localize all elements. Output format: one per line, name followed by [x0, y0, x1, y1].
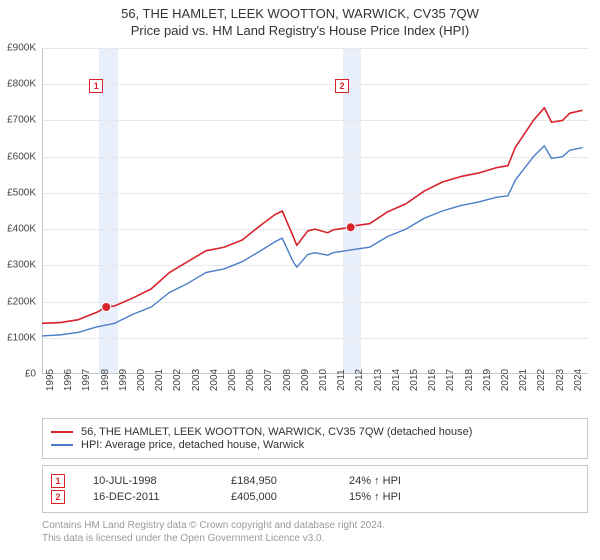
x-tick-label: 2022	[536, 369, 547, 391]
transaction-dot	[346, 223, 355, 232]
transaction-dot	[102, 303, 111, 312]
transaction-marker-icon: 2	[335, 79, 349, 93]
x-tick-label: 2001	[154, 369, 165, 391]
legend-box: 56, THE HAMLET, LEEK WOOTTON, WARWICK, C…	[42, 418, 588, 459]
chart-subtitle: Price paid vs. HM Land Registry's House …	[0, 23, 600, 38]
y-tick-label: £200K	[0, 296, 36, 307]
legend-label: HPI: Average price, detached house, Warw…	[81, 439, 304, 451]
y-tick-label: £800K	[0, 79, 36, 90]
transaction-marker-icon: 1	[89, 79, 103, 93]
transaction-hpi: 15% ↑ HPI	[349, 491, 449, 503]
x-tick-label: 1997	[81, 369, 92, 391]
transactions-table: 1 10-JUL-1998 £184,950 24% ↑ HPI 2 16-DE…	[42, 465, 588, 513]
attribution-line: This data is licensed under the Open Gov…	[42, 532, 588, 545]
series-line	[42, 108, 583, 324]
series-line	[42, 146, 583, 336]
x-tick-label: 2021	[518, 369, 529, 391]
chart-plot-area: £0£100K£200K£300K£400K£500K£600K£700K£80…	[42, 48, 588, 374]
chart-title: 56, THE HAMLET, LEEK WOOTTON, WARWICK, C…	[0, 6, 600, 21]
x-tick-label: 2019	[482, 369, 493, 391]
x-tick-label: 2012	[354, 369, 365, 391]
y-tick-label: £700K	[0, 115, 36, 126]
y-tick-label: £900K	[0, 43, 36, 54]
transaction-hpi: 24% ↑ HPI	[349, 475, 449, 487]
x-tick-label: 2006	[245, 369, 256, 391]
x-tick-label: 2004	[209, 369, 220, 391]
transaction-date: 16-DEC-2011	[93, 491, 203, 503]
table-row: 1 10-JUL-1998 £184,950 24% ↑ HPI	[51, 474, 579, 488]
x-tick-label: 2016	[427, 369, 438, 391]
x-tick-label: 2018	[464, 369, 475, 391]
table-row: 2 16-DEC-2011 £405,000 15% ↑ HPI	[51, 490, 579, 504]
x-tick-label: 1996	[63, 369, 74, 391]
x-tick-label: 2000	[136, 369, 147, 391]
transaction-date: 10-JUL-1998	[93, 475, 203, 487]
x-tick-label: 2011	[336, 369, 347, 391]
x-tick-label: 2014	[391, 369, 402, 391]
chart-svg	[42, 48, 588, 374]
x-tick-label: 2013	[373, 369, 384, 391]
x-tick-label: 2009	[300, 369, 311, 391]
x-tick-label: 2008	[282, 369, 293, 391]
x-tick-label: 2007	[263, 369, 274, 391]
transaction-price: £405,000	[231, 491, 321, 503]
transaction-marker-icon: 2	[51, 490, 65, 504]
x-tick-label: 2010	[318, 369, 329, 391]
x-tick-label: 2002	[172, 369, 183, 391]
transaction-marker-icon: 1	[51, 474, 65, 488]
transaction-price: £184,950	[231, 475, 321, 487]
legend-label: 56, THE HAMLET, LEEK WOOTTON, WARWICK, C…	[81, 426, 472, 438]
y-tick-label: £300K	[0, 260, 36, 271]
legend-row: HPI: Average price, detached house, Warw…	[51, 439, 579, 451]
y-tick-label: £600K	[0, 151, 36, 162]
y-tick-label: £400K	[0, 224, 36, 235]
y-tick-label: £100K	[0, 332, 36, 343]
legend-swatch-red	[51, 431, 73, 433]
legend-swatch-blue	[51, 444, 73, 446]
x-tick-label: 1999	[118, 369, 129, 391]
x-tick-label: 2017	[445, 369, 456, 391]
y-tick-label: £500K	[0, 187, 36, 198]
x-tick-label: 2023	[555, 369, 566, 391]
y-tick-label: £0	[0, 369, 36, 380]
x-tick-label: 2003	[191, 369, 202, 391]
x-tick-label: 1995	[45, 369, 56, 391]
x-tick-label: 1998	[100, 369, 111, 391]
x-tick-label: 2020	[500, 369, 511, 391]
x-tick-label: 2024	[573, 369, 584, 391]
attribution-text: Contains HM Land Registry data © Crown c…	[42, 519, 588, 545]
legend-row: 56, THE HAMLET, LEEK WOOTTON, WARWICK, C…	[51, 426, 579, 438]
x-tick-label: 2015	[409, 369, 420, 391]
attribution-line: Contains HM Land Registry data © Crown c…	[42, 519, 588, 532]
x-tick-label: 2005	[227, 369, 238, 391]
